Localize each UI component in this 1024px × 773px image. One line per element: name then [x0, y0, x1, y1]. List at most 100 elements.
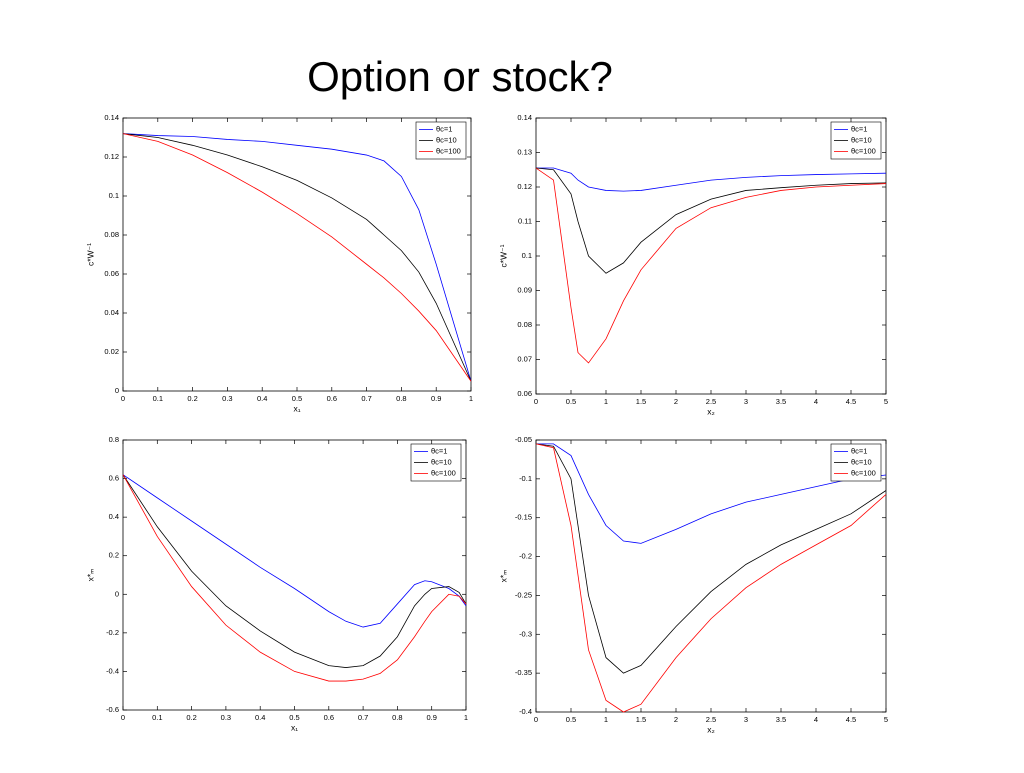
x-axis-label: x₂	[707, 724, 715, 734]
x-tick-label: 0.1	[153, 394, 163, 403]
x-tick-label: 1.5	[636, 715, 646, 724]
plot-area	[535, 117, 887, 395]
x-tick-label: 2	[674, 715, 678, 724]
x-tick-label: 3.5	[776, 715, 786, 724]
y-tick-label: -0.4	[106, 666, 119, 675]
y-tick-label: -0.2	[519, 552, 532, 561]
plot-area	[122, 439, 467, 711]
x-tick-label: 0	[534, 397, 538, 406]
x-tick-label: 0.9	[426, 713, 436, 722]
x-axis-label: x₁	[293, 403, 300, 413]
series-line	[122, 133, 472, 382]
x-tick-label: 4.5	[846, 715, 856, 724]
x-tick-label: 2	[674, 397, 678, 406]
y-tick-label: 0.12	[104, 152, 119, 161]
x-tick-label: 0.5	[566, 397, 576, 406]
x-tick-label: 0.6	[324, 713, 334, 722]
y-tick-label: 0.04	[104, 308, 119, 317]
series-line	[122, 133, 472, 382]
x-tick-label: 1.5	[636, 397, 646, 406]
x-tick-label: 0.4	[257, 394, 267, 403]
y-tick-label: 0.1	[109, 191, 119, 200]
y-tick-label: 0	[115, 386, 119, 395]
legend-label: θc=100	[851, 146, 876, 155]
x-tick-label: 4.5	[846, 397, 856, 406]
y-tick-label: -0.2	[106, 628, 119, 637]
x-tick-label: 0	[121, 394, 125, 403]
chart: 0 0.5 1 1.5 2 2.5 3 3.5 4 4.5 5 -0.4 -0.35 -0.3 -0.25 -…	[498, 435, 888, 734]
legend-label: θc=10	[431, 457, 452, 466]
legend-label: θc=10	[851, 135, 872, 144]
x-tick-label: 1	[469, 394, 473, 403]
y-tick-label: 0.13	[517, 147, 532, 156]
legend-label: θc=1	[851, 446, 867, 455]
series-line	[536, 443, 887, 544]
chart: 0 0.1 0.2 0.3 0.4 0.5 0.6 0.7 0.8 0.9 1 -0.6 -0.4 -0.…	[85, 435, 468, 732]
slide-title: Option or stock?	[307, 53, 613, 100]
series-line	[535, 167, 887, 274]
x-tick-label: 3	[744, 397, 748, 406]
x-tick-label: 0.5	[292, 394, 302, 403]
y-axis-label: c*W⁻¹	[498, 244, 508, 267]
x-tick-label: 0.9	[431, 394, 441, 403]
series-line	[122, 474, 467, 628]
x-tick-label: 1	[464, 713, 468, 722]
x-tick-label: 4	[814, 397, 818, 406]
x-tick-label: 0.4	[255, 713, 265, 722]
x-tick-label: 3	[744, 715, 748, 724]
legend-label: θc=10	[436, 135, 457, 144]
series-line	[122, 474, 467, 682]
series-line	[535, 167, 887, 364]
x-tick-label: 0.1	[152, 713, 162, 722]
y-tick-label: -0.25	[515, 590, 532, 599]
legend-label: θc=100	[851, 468, 876, 477]
x-tick-label: 0.8	[392, 713, 402, 722]
y-tick-label: -0.35	[515, 668, 532, 677]
y-tick-label: 0.6	[109, 474, 119, 483]
x-tick-label: 2.5	[706, 397, 716, 406]
y-tick-label: -0.05	[515, 435, 532, 444]
x-tick-label: 4	[814, 715, 818, 724]
x-axis-label: x₁	[291, 722, 298, 732]
x-tick-label: 0.2	[187, 394, 197, 403]
plot-area	[122, 117, 472, 392]
y-tick-label: 0.14	[104, 113, 119, 122]
y-tick-label: -0.4	[519, 707, 532, 716]
y-tick-label: 0.1	[522, 251, 532, 260]
y-tick-label: 0.11	[518, 216, 532, 225]
series-line	[535, 443, 887, 713]
y-tick-label: -0.15	[515, 513, 532, 522]
legend-label: θc=1	[431, 446, 447, 455]
y-tick-label: 0.4	[109, 512, 119, 521]
y-tick-label: 0.06	[104, 269, 119, 278]
legend-label: θc=100	[436, 146, 461, 155]
y-tick-label: 0.09	[517, 285, 532, 294]
chart: 0 0.1 0.2 0.3 0.4 0.5 0.6 0.7 0.8 0.9 1 0 0.02 0.04 0.…	[85, 113, 473, 413]
y-tick-label: 0.06	[517, 389, 532, 398]
x-tick-label: 1	[604, 715, 608, 724]
legend-label: θc=10	[851, 457, 872, 466]
x-tick-label: 0	[534, 715, 538, 724]
y-axis-label: x*ₘ	[498, 569, 508, 583]
x-axis-label: x₂	[707, 406, 715, 416]
x-tick-label: 0.3	[221, 713, 231, 722]
x-tick-label: 1	[604, 397, 608, 406]
x-tick-label: 0.2	[186, 713, 196, 722]
y-tick-label: 0.8	[109, 435, 119, 444]
chart: 0 0.5 1 1.5 2 2.5 3 3.5 4 4.5 5 0.06 0.07 0.08 0.09 0.1…	[498, 113, 888, 416]
x-tick-label: 0.3	[222, 394, 232, 403]
x-tick-label: 5	[884, 397, 888, 406]
x-tick-label: 0.5	[566, 715, 576, 724]
y-tick-label: -0.1	[519, 474, 532, 483]
x-tick-label: 0.6	[327, 394, 337, 403]
legend-label: θc=100	[431, 468, 456, 477]
y-tick-label: 0.12	[517, 182, 532, 191]
y-tick-label: 0	[115, 589, 119, 598]
x-tick-label: 2.5	[706, 715, 716, 724]
x-tick-label: 3.5	[776, 397, 786, 406]
x-tick-label: 5	[884, 715, 888, 724]
y-tick-label: 0.08	[517, 320, 532, 329]
y-tick-label: 0.14	[517, 113, 532, 122]
y-tick-label: 0.08	[104, 230, 119, 239]
